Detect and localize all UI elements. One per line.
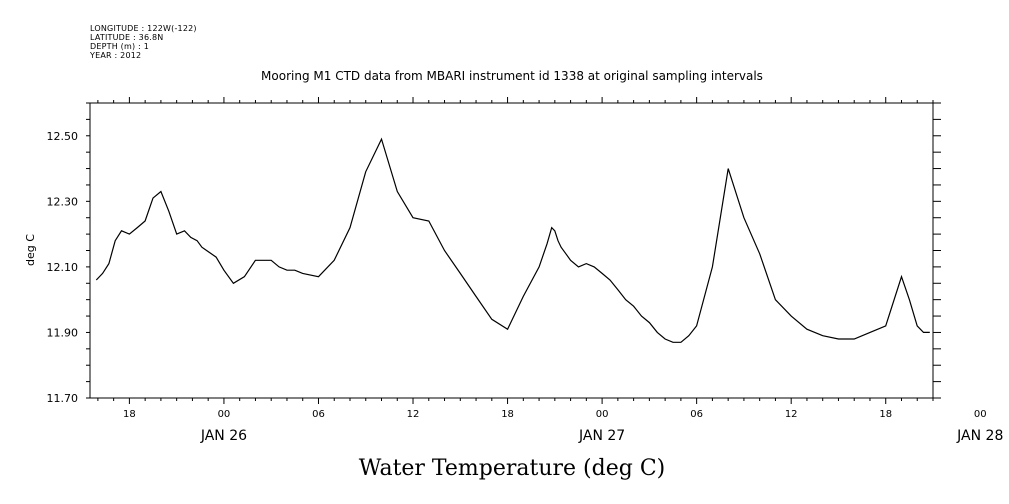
y-axis-label: deg C (24, 234, 37, 266)
date-label: JAN 27 (578, 428, 625, 444)
y-tick-label: 12.50 (47, 130, 79, 143)
x-tick-label: 06 (312, 409, 325, 420)
series-line (95, 137, 930, 343)
x-tick-label: 18 (501, 409, 514, 420)
date-label: JAN 28 (956, 428, 1003, 444)
x-tick-label: 00 (218, 409, 231, 420)
x-tick-label: 00 (974, 409, 987, 420)
year-text: YEAR : 2012 (90, 51, 142, 60)
x-tick-labels: 1800061218000612180006121800061218000612… (123, 409, 987, 420)
y-tick-labels: 11.70 11.90 12.10 12.30 12.50 (47, 130, 79, 405)
x-tick-label: 00 (596, 409, 609, 420)
tick-marks (86, 97, 941, 404)
x-axis-label: Water Temperature (deg C) (359, 456, 666, 481)
y-tick-label: 12.10 (47, 261, 79, 274)
x-tick-label: 06 (690, 409, 703, 420)
y-tick-label: 11.90 (47, 326, 79, 339)
x-tick-label: 12 (785, 409, 798, 420)
latitude-text: LATITUDE : 36.8N (90, 33, 164, 42)
x-tick-label: 18 (879, 409, 892, 420)
plot-frame (89, 102, 934, 399)
y-tick-label: 12.30 (47, 195, 79, 208)
x-tick-label: 18 (123, 409, 136, 420)
longitude-text: LONGITUDE : 122W(-122) (90, 24, 197, 33)
x-tick-label: 12 (407, 409, 420, 420)
y-tick-label: 11.70 (47, 392, 79, 405)
depth-text: DEPTH (m) : 1 (90, 42, 149, 51)
chart-title: Mooring M1 CTD data from MBARI instrumen… (261, 69, 763, 83)
date-label: JAN 26 (200, 428, 247, 444)
